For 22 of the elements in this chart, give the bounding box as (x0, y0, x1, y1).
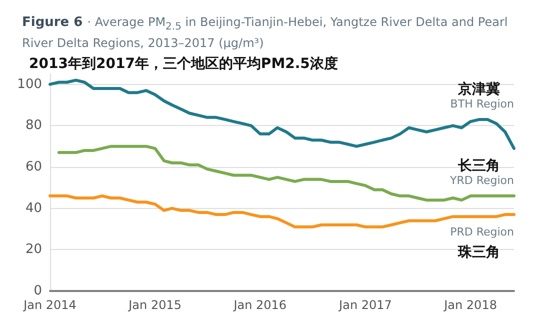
series-label: PRD Region (450, 226, 514, 239)
x-tick-label: Jan 2018 (443, 298, 497, 312)
series-label: YRD Region (449, 174, 514, 187)
annotation: 京津冀 (457, 80, 500, 98)
chart-subtitle: 2013年到2017年，三个地区的平均PM2.5浓度 (29, 55, 338, 72)
annotation: 长三角 (457, 158, 500, 174)
annotation: 珠三角 (457, 244, 500, 261)
y-tick-label: 100 (17, 76, 42, 92)
line-series (57, 144, 516, 202)
x-tick-label: Jan 2014 (22, 298, 76, 312)
y-tick-label: 80 (25, 118, 42, 134)
y-tick-label: 60 (25, 160, 42, 174)
x-tick-label: Jan 2017 (338, 298, 392, 312)
series-label: BTH Region (450, 97, 514, 110)
x-tick-label: Jan 2015 (128, 298, 182, 312)
y-tick-label: 40 (25, 200, 42, 216)
line-series (48, 194, 516, 228)
y-tick-label: 0 (34, 284, 42, 298)
x-tick-label: Jan 2016 (232, 298, 287, 312)
chart-title: Figure 6 · Average PM$_{2.5}$ in Beijing-Tianjin-Hebei, Yangtze River Delta and Pearl River Delta Regions, 2013–2017 (μg/m³) (22, 15, 508, 50)
y-tick-label: 20 (25, 242, 42, 258)
line-series (48, 78, 516, 150)
